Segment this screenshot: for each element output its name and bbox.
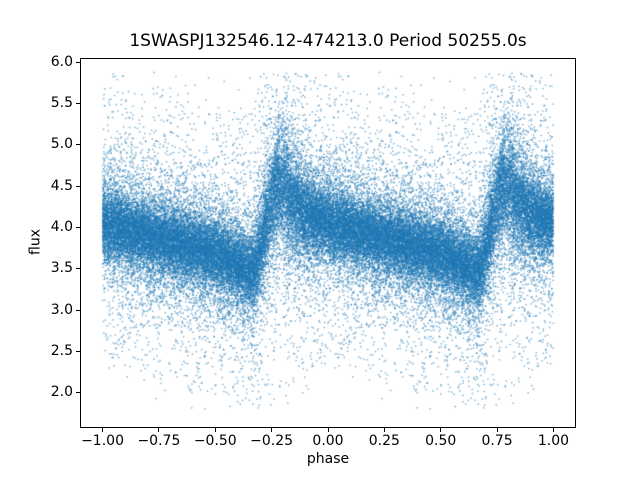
- x-tick-label: 1.00: [537, 433, 570, 449]
- y-tick-mark: [76, 392, 80, 394]
- y-tick-label: 3.0: [50, 301, 73, 318]
- y-tick-label: 3.5: [50, 260, 73, 277]
- y-tick-mark: [76, 103, 80, 105]
- y-tick-mark: [76, 268, 80, 270]
- x-tick-label: 0.00: [312, 433, 344, 449]
- y-tick-label: 4.0: [50, 219, 73, 236]
- y-tick-label: 5.0: [50, 136, 73, 153]
- x-tick-label: 0.50: [425, 433, 457, 449]
- y-tick-mark: [76, 350, 80, 352]
- x-tick-mark: [158, 428, 160, 432]
- y-axis-label: flux: [27, 229, 44, 255]
- y-tick-label: 2.5: [50, 342, 73, 359]
- x-tick-label: −0.75: [137, 433, 181, 449]
- y-tick-label: 6.0: [50, 53, 73, 70]
- x-tick-mark: [496, 428, 498, 432]
- x-tick-label: 0.25: [368, 433, 400, 449]
- x-tick-mark: [102, 428, 104, 432]
- x-tick-mark: [214, 428, 216, 432]
- x-tick-mark: [383, 428, 385, 432]
- x-tick-mark: [327, 428, 329, 432]
- y-tick-mark: [76, 61, 80, 63]
- x-tick-mark: [552, 428, 554, 432]
- y-tick-mark: [76, 185, 80, 187]
- scatter-points-canvas: [80, 58, 576, 428]
- x-tick-label: −0.50: [193, 433, 237, 449]
- y-tick-label: 2.0: [50, 384, 73, 401]
- y-tick-label: 4.5: [50, 177, 73, 194]
- y-tick-label: 5.5: [50, 95, 73, 112]
- plot-title: 1SWASPJ132546.12-474213.0 Period 50255.0…: [129, 31, 527, 51]
- y-tick-mark: [76, 144, 80, 146]
- x-tick-label: −0.25: [250, 433, 294, 449]
- x-tick-mark: [271, 428, 273, 432]
- x-tick-label: −1.00: [81, 433, 124, 449]
- x-tick-mark: [440, 428, 442, 432]
- x-tick-label: 0.75: [481, 433, 513, 449]
- y-tick-mark: [76, 309, 80, 311]
- y-tick-mark: [76, 227, 80, 229]
- x-axis-label: phase: [306, 451, 350, 467]
